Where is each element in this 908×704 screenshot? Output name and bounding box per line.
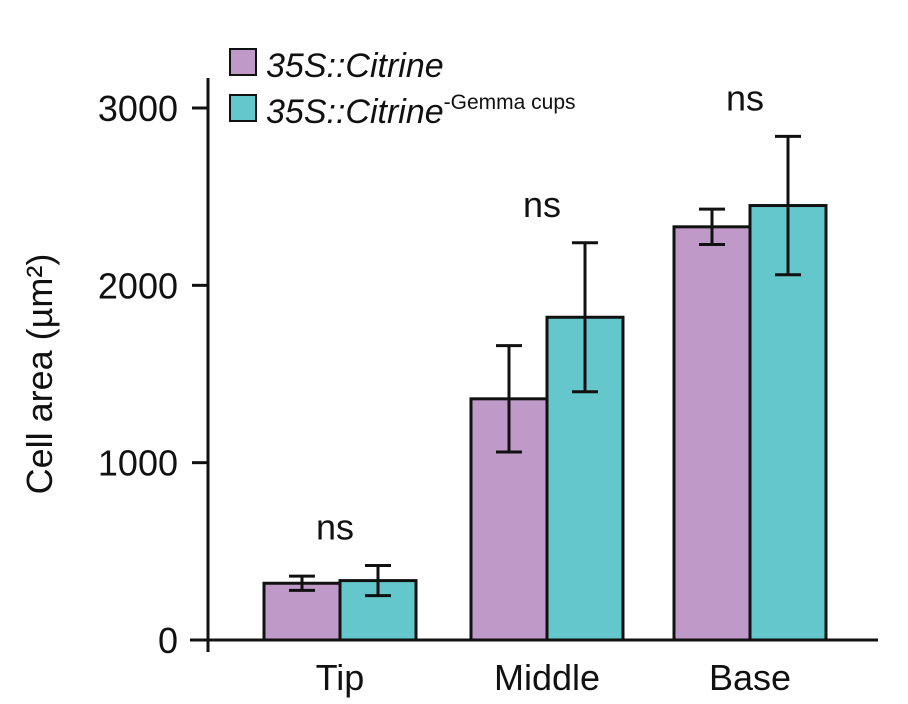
y-tick-label: 3000 (98, 88, 178, 129)
legend-label-35s-citrine-gemma-cups: 35S::Citrine-Gemma cups (266, 91, 576, 131)
significance-labels: ns ns ns (316, 77, 764, 547)
y-tick-label: 2000 (98, 265, 178, 306)
x-tick-label: Tip (316, 657, 365, 698)
legend-label-35s-citrine: 35S::Citrine (266, 47, 444, 85)
axes: 0 1000 2000 3000 Tip Middle Base (98, 78, 878, 698)
bar (672, 225, 752, 642)
legend-swatch-35s-citrine-gemma-cups (229, 94, 257, 122)
legend-swatch-35s-citrine (229, 48, 257, 76)
y-axis-title: Cell area (µm²) (19, 254, 60, 495)
significance-label: ns (523, 184, 561, 225)
error-bars (289, 134, 801, 598)
legend: 35S::Citrine 35S::Citrine-Gemma cups (229, 47, 576, 131)
bars (262, 204, 828, 642)
significance-label: ns (316, 507, 354, 548)
x-tick-label: Middle (494, 657, 600, 698)
y-tick-label: 0 (158, 620, 178, 661)
x-tick-label: Base (709, 657, 791, 698)
significance-label: ns (726, 77, 764, 118)
y-tick-label: 1000 (98, 443, 178, 484)
